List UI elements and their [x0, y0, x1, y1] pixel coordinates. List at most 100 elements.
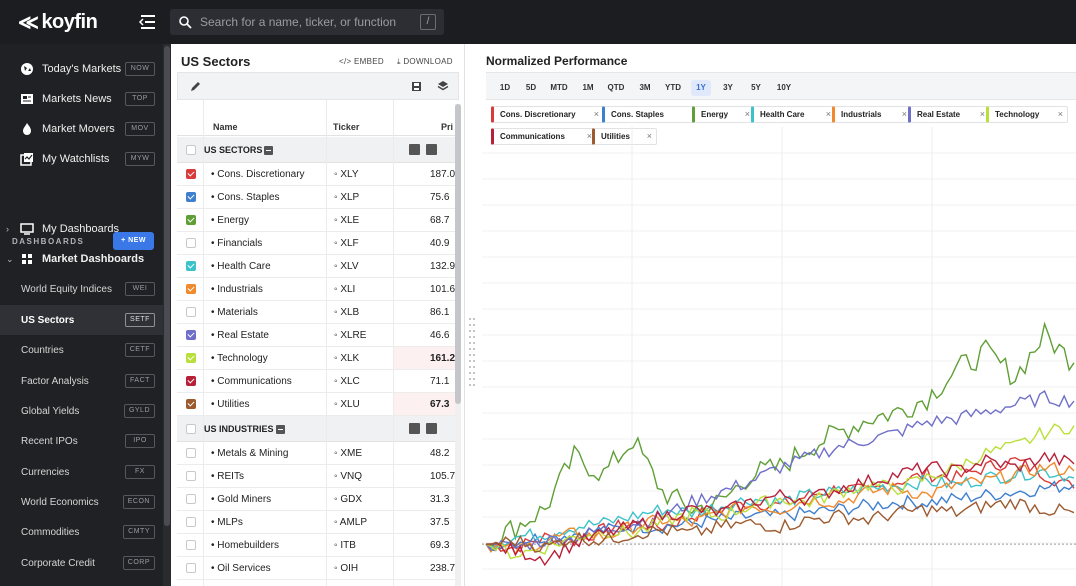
row-checkbox[interactable]: [186, 517, 196, 527]
row-checkbox[interactable]: [186, 376, 196, 386]
row-checkbox[interactable]: [186, 238, 196, 248]
table-row[interactable]: • Communications ◦ XLC 71.1: [177, 370, 455, 393]
row-checkbox[interactable]: [186, 192, 196, 202]
group-checkbox[interactable]: [186, 424, 196, 434]
remove-series-icon[interactable]: ×: [593, 109, 599, 119]
range-button-1d[interactable]: 1D: [499, 83, 511, 92]
range-button-3m[interactable]: 3M: [639, 83, 651, 92]
range-button-3y[interactable]: 3Y: [723, 83, 733, 92]
sidebar-item-markets-news[interactable]: Markets News TOP: [0, 84, 163, 114]
series-line-industrials[interactable]: [485, 461, 1075, 556]
group-checkbox[interactable]: [186, 145, 196, 155]
remove-series-icon[interactable]: ×: [1057, 109, 1063, 119]
series-line-cons-staples[interactable]: [485, 480, 1075, 550]
sidebar-item-my-dashboards[interactable]: › My Dashboards: [0, 214, 163, 244]
series-line-utilities[interactable]: [485, 498, 1075, 553]
search-box[interactable]: /: [170, 9, 444, 35]
table-row[interactable]: • Financials ◦ XLF 40.9: [177, 232, 455, 255]
series-line-real-estate[interactable]: [485, 389, 1075, 552]
series-line-energy[interactable]: [485, 321, 1075, 551]
row-checkbox[interactable]: [186, 471, 196, 481]
remove-series-icon[interactable]: ×: [979, 109, 985, 119]
sidebar-item-us-sectors[interactable]: US Sectors SETF: [0, 305, 163, 335]
new-dashboard-button[interactable]: + NEW: [113, 232, 154, 250]
table-row[interactable]: • Energy ◦ XLE 68.7: [177, 209, 455, 232]
sidebar-item-factor-analysis[interactable]: Factor Analysis FACT: [0, 366, 163, 396]
row-checkbox[interactable]: [186, 215, 196, 225]
sidebar-item-market-movers[interactable]: Market Movers MOV: [0, 114, 163, 144]
sidebar-item-global-yields[interactable]: Global Yields GYLD: [0, 396, 163, 426]
row-checkbox[interactable]: [186, 353, 196, 363]
row-checkbox[interactable]: [186, 307, 196, 317]
series-line-health-care[interactable]: [485, 464, 1075, 548]
range-button-5y[interactable]: 5Y: [751, 83, 761, 92]
series-chip[interactable]: Real Estate ×: [908, 106, 990, 123]
table-row[interactable]: • Gold Miners ◦ GDX 31.3: [177, 488, 455, 511]
series-chip[interactable]: Cons. Discretionary ×: [491, 106, 604, 123]
sidebar-item-corporate-credit[interactable]: Corporate Credit CORP: [0, 548, 163, 578]
table-row[interactable]: • Cons. Discretionary ◦ XLY 187.0: [177, 163, 455, 186]
resize-handle-icon[interactable]: [468, 316, 476, 396]
series-chip[interactable]: Communications ×: [491, 128, 597, 145]
range-button-1m[interactable]: 1M: [582, 83, 594, 92]
remove-series-icon[interactable]: ×: [744, 109, 750, 119]
row-checkbox[interactable]: [186, 330, 196, 340]
collapse-menu-icon[interactable]: [137, 12, 157, 32]
save-icon[interactable]: [411, 81, 422, 92]
remove-series-icon[interactable]: ×: [646, 131, 652, 141]
range-button-10y[interactable]: 10Y: [776, 83, 792, 92]
row-checkbox[interactable]: [186, 399, 196, 409]
row-checkbox[interactable]: [186, 494, 196, 504]
range-button-1y[interactable]: 1Y: [691, 80, 711, 96]
search-input[interactable]: [200, 12, 400, 32]
column-header-name[interactable]: Name: [213, 122, 238, 132]
sidebar-item-todays-markets[interactable]: Today's Markets NOW: [0, 54, 163, 84]
embed-button[interactable]: </> EMBED: [339, 57, 384, 66]
table-row[interactable]: • MLPs ◦ AMLP 37.5: [177, 511, 455, 534]
table-row[interactable]: • Industrials ◦ XLI 101.6: [177, 278, 455, 301]
row-checkbox[interactable]: [186, 261, 196, 271]
table-row[interactable]: • Technology ◦ XLK 161.2: [177, 347, 455, 370]
move-down-icon[interactable]: [426, 423, 437, 434]
remove-series-icon[interactable]: ×: [825, 109, 831, 119]
move-up-icon[interactable]: [409, 144, 420, 155]
scrollbar-thumb[interactable]: [455, 104, 461, 404]
performance-chart[interactable]: [482, 127, 1076, 586]
pencil-icon[interactable]: [190, 81, 201, 92]
collapse-group-icon[interactable]: [276, 425, 285, 434]
sidebar-item-recent-ipos[interactable]: Recent IPOs IPO: [0, 426, 163, 456]
range-button-ytd[interactable]: YTD: [665, 83, 681, 92]
table-row[interactable]: • Materials ◦ XLB 86.1: [177, 301, 455, 324]
row-checkbox[interactable]: [186, 448, 196, 458]
sidebar-item-world-economics[interactable]: World Economics ECON: [0, 487, 163, 517]
range-button-qtd[interactable]: QTD: [607, 83, 625, 92]
series-chip[interactable]: Health Care ×: [751, 106, 836, 123]
sidebar-item-currencies[interactable]: Currencies FX: [0, 457, 163, 487]
table-row[interactable]: • REITs ◦ VNQ 105.7: [177, 465, 455, 488]
download-button[interactable]: ⤓ DOWNLOAD: [397, 57, 453, 67]
range-button-mtd[interactable]: MTD: [550, 83, 568, 92]
table-row[interactable]: • Cons. Staples ◦ XLP 75.6: [177, 186, 455, 209]
scrollbar-thumb[interactable]: [164, 46, 170, 526]
series-chip[interactable]: Utilities ×: [592, 128, 657, 145]
move-up-icon[interactable]: [409, 423, 420, 434]
table-row[interactable]: • Homebuilders ◦ ITB 69.3: [177, 534, 455, 557]
sidebar-scrollbar[interactable]: [163, 44, 171, 586]
group-header[interactable]: US SECTORS: [177, 137, 455, 163]
column-header-ticker[interactable]: Ticker: [333, 122, 360, 132]
table-row[interactable]: • Health Care ◦ XLV 132.9: [177, 255, 455, 278]
row-checkbox[interactable]: [186, 563, 196, 573]
series-chip[interactable]: Energy ×: [692, 106, 755, 123]
column-header-price[interactable]: Pri: [441, 122, 454, 132]
row-checkbox[interactable]: [186, 540, 196, 550]
series-chip[interactable]: Technology ×: [986, 106, 1068, 123]
remove-series-icon[interactable]: ×: [901, 109, 907, 119]
layers-icon[interactable]: [437, 80, 449, 92]
table-row[interactable]: • Utilities ◦ XLU 67.3: [177, 393, 455, 416]
table-scrollbar[interactable]: [455, 104, 461, 586]
range-button-5d[interactable]: 5D: [525, 83, 537, 92]
remove-series-icon[interactable]: ×: [586, 131, 592, 141]
sidebar-item-my-watchlists[interactable]: My Watchlists MYW: [0, 144, 163, 174]
collapse-group-icon[interactable]: [264, 146, 273, 155]
table-row[interactable]: • Real Estate ◦ XLRE 46.6: [177, 324, 455, 347]
